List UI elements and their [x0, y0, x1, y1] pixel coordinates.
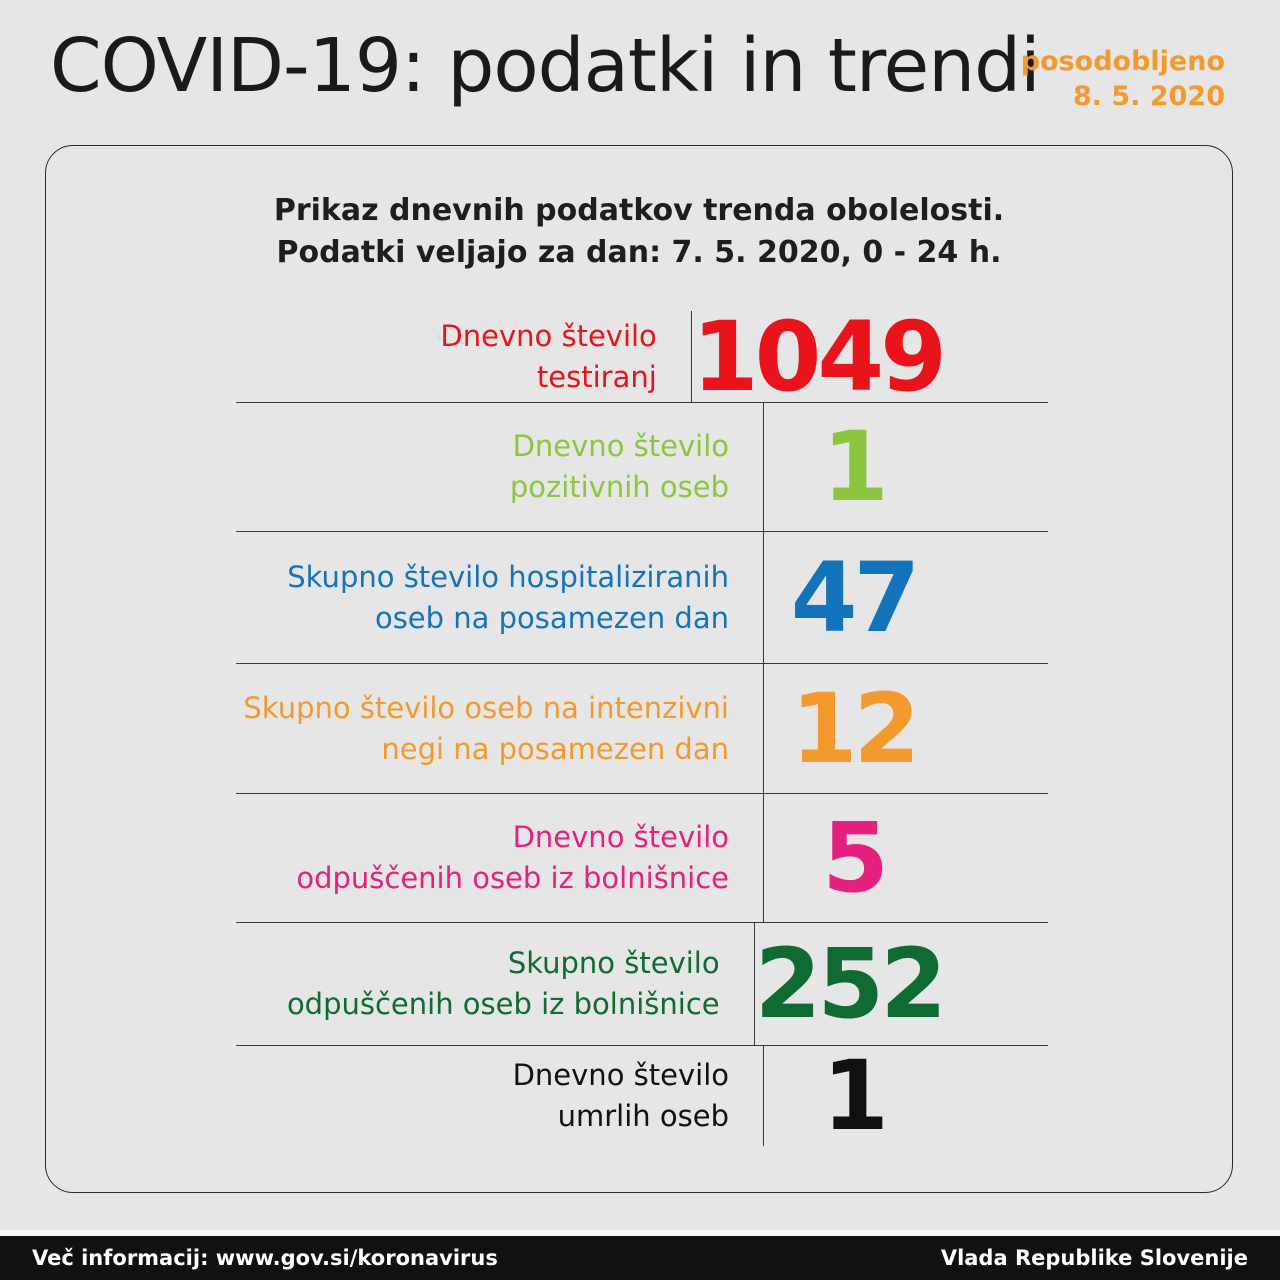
stat-label: Dnevno število testiranj [236, 311, 692, 402]
stat-row-daily-deaths: Dnevno število umrlih oseb 1 [236, 1046, 1048, 1146]
stat-label-line-1: Dnevno število [440, 318, 657, 353]
updated-date: 8. 5. 2020 [1072, 81, 1225, 113]
stat-value: 5 [822, 802, 889, 914]
stat-value: 252 [754, 928, 947, 1040]
stat-label: Skupno število hospitaliziranih oseb na … [236, 532, 764, 663]
page-title: COVID-19: podatki in trendi [50, 23, 1041, 109]
updated-label: posodobljeno [1020, 46, 1225, 77]
stat-label-line-2: negi na posamezen dan [381, 731, 729, 766]
stat-label-line-1: Skupno število hospitaliziranih [287, 559, 729, 594]
stat-row-intensive-care: Skupno število oseb na intenzivni negi n… [236, 664, 1048, 794]
stat-row-daily-tests: Dnevno število testiranj 1049 [236, 300, 1048, 413]
stats-table: Dnevno število testiranj 1049 Dnevno šte… [236, 300, 1048, 1146]
stat-label-line-1: Dnevno število [512, 1058, 729, 1093]
intro-line-1: Prikaz dnevnih podatkov trenda obolelost… [273, 193, 1005, 228]
stat-row-daily-positive: Dnevno število pozitivnih oseb 1 [236, 403, 1048, 532]
stat-value: 47 [790, 541, 921, 654]
stat-label: Dnevno število umrlih oseb [236, 1046, 764, 1146]
stat-row-hospitalized: Skupno število hospitaliziranih oseb na … [236, 532, 1048, 664]
footer-more-info-link[interactable]: Več informacij: www.gov.si/koronavirus [32, 1246, 498, 1270]
stat-label-line-1: Dnevno število [512, 429, 729, 464]
data-panel: Prikaz dnevnih podatkov trenda obolelost… [45, 145, 1233, 1193]
stat-label-line-2: odpuščenih oseb iz bolnišnice [296, 861, 729, 895]
intro-text: Prikaz dnevnih podatkov trenda obolelost… [46, 190, 1232, 274]
stat-label-line-1: Skupno število oseb na intenzivni [243, 690, 729, 725]
stat-row-total-discharged: Skupno število odpuščenih oseb iz bolniš… [236, 923, 1048, 1046]
stat-value: 12 [790, 672, 921, 785]
stat-value: 1 [822, 411, 889, 523]
stat-label-line-2: testiranj [536, 359, 657, 394]
updated-info: posodobljeno 8. 5. 2020 [1021, 44, 1225, 114]
stat-value: 1 [822, 1040, 889, 1152]
stat-label-line-2: umrlih oseb [557, 1099, 729, 1133]
stat-label-line-1: Dnevno število [512, 820, 729, 855]
stat-label: Skupno število oseb na intenzivni negi n… [236, 664, 764, 793]
stat-label-line-2: oseb na posamezen dan [374, 600, 729, 635]
intro-line-2: Podatki veljajo za dan: 7. 5. 2020, 0 - … [276, 235, 1002, 270]
footer-divider [0, 1230, 1280, 1236]
stat-label: Skupno število odpuščenih oseb iz bolniš… [236, 923, 755, 1045]
stat-label-line-2: odpuščenih oseb iz bolnišnice [286, 987, 720, 1021]
footer-government-name: Vlada Republike Slovenije [940, 1246, 1248, 1270]
stat-row-daily-discharged: Dnevno število odpuščenih oseb iz bolniš… [236, 794, 1048, 923]
stat-label: Dnevno število pozitivnih oseb [236, 403, 764, 531]
footer-bar: Več informacij: www.gov.si/koronavirus V… [0, 1236, 1280, 1280]
stat-label-line-2: pozitivnih oseb [509, 470, 729, 504]
stat-label-line-1: Skupno število [507, 946, 720, 981]
stat-label: Dnevno število odpuščenih oseb iz bolniš… [236, 794, 764, 922]
stat-value: 1049 [691, 300, 947, 413]
